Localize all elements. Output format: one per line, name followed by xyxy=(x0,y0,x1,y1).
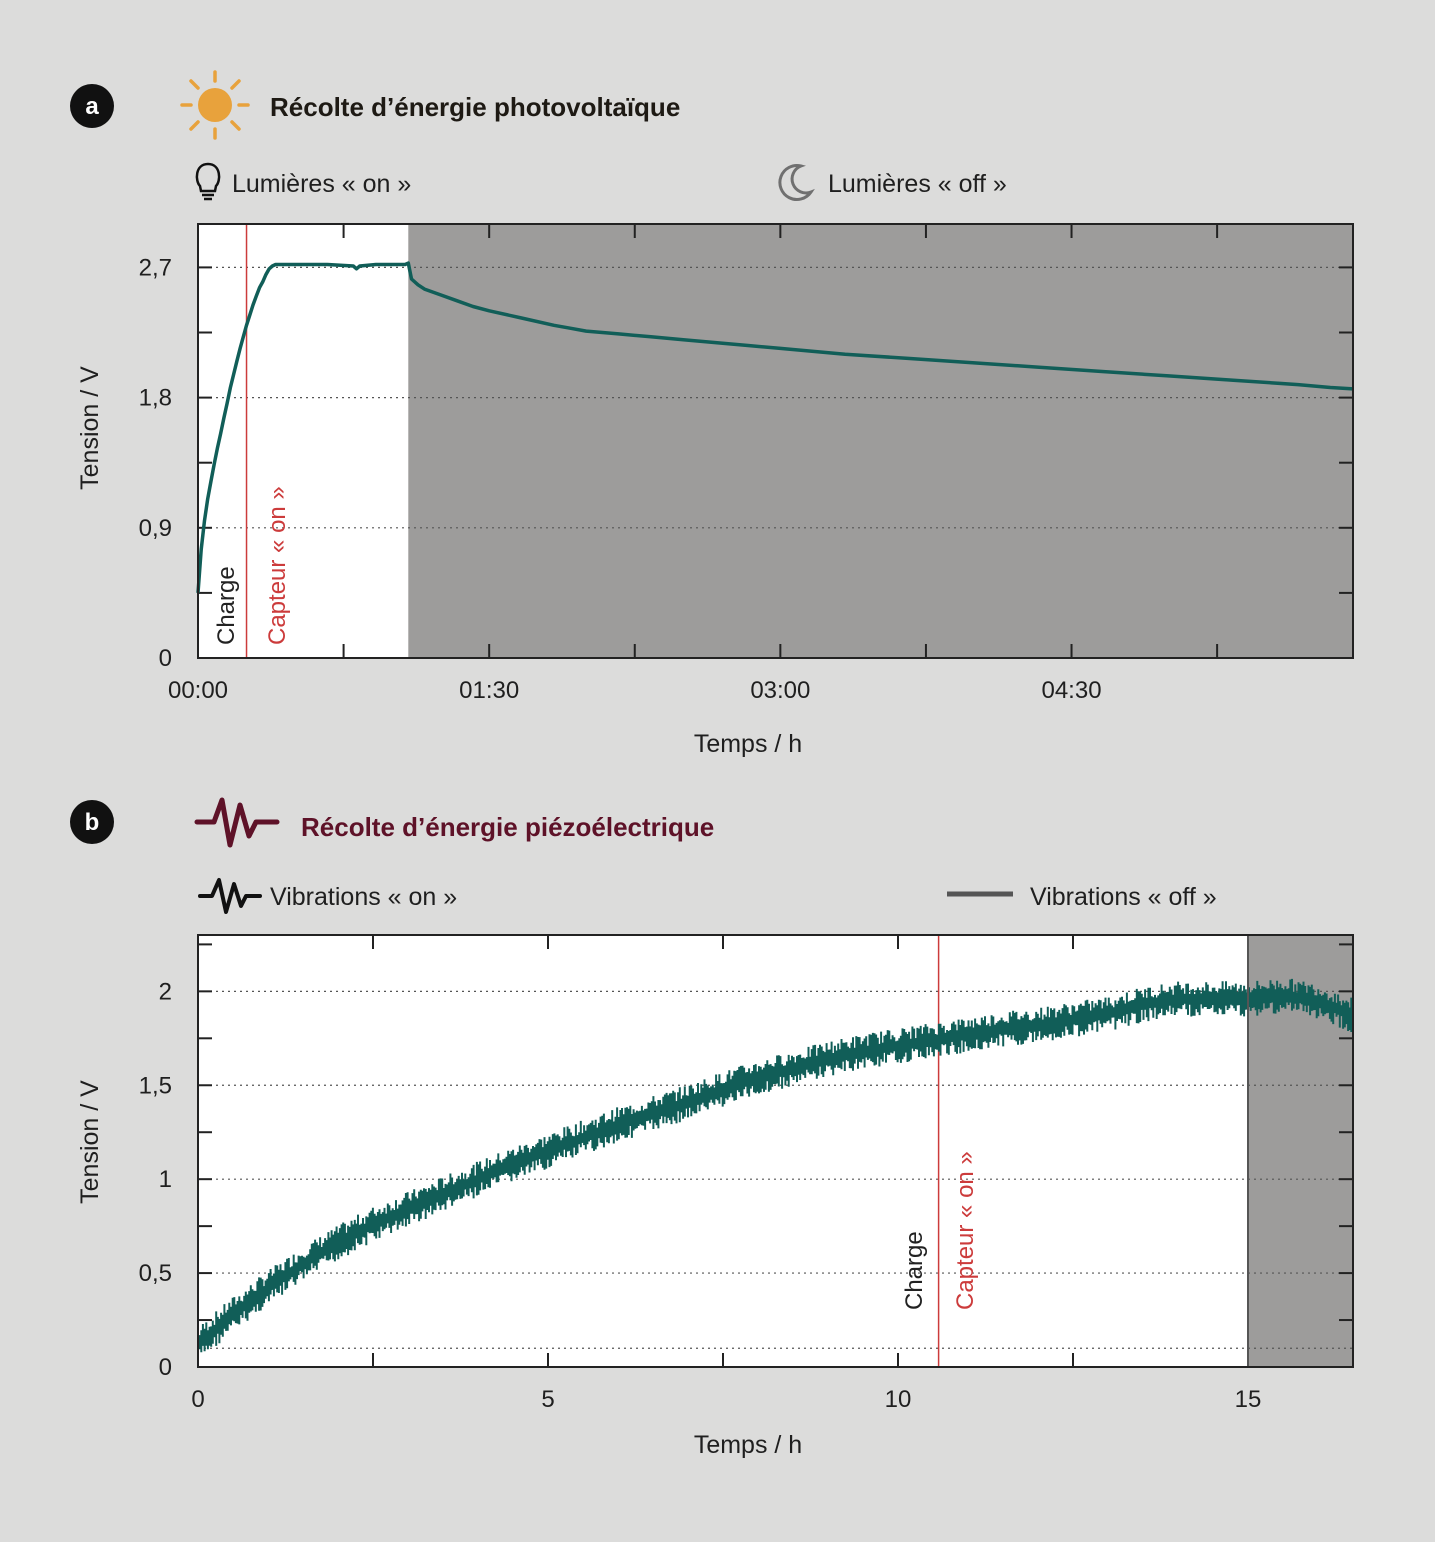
panel-a-badge xyxy=(70,84,114,128)
y-tick-label: 0,9 xyxy=(139,515,172,542)
legend-vibrations-on: Vibrations « on » xyxy=(270,883,457,911)
chart-b-frame xyxy=(197,934,1354,1368)
x-tick-label: 03:00 xyxy=(750,677,810,704)
sun-icon xyxy=(180,70,250,140)
chart-b-sensor-annotation: Capteur « on » xyxy=(952,1151,979,1310)
vibration-wave-icon xyxy=(194,797,280,848)
chart-b-x-tick-labels: 0 5 10 15 xyxy=(191,1386,1261,1413)
panel-b-header: b Récolte d’énergie piézoélectrique xyxy=(70,797,714,848)
y-tick-label: 0,5 xyxy=(139,1260,172,1287)
chart-b-grid xyxy=(198,990,1353,1349)
chart-a-grid xyxy=(198,266,1353,529)
panel-a-title: Récolte d’énergie photovoltaïque xyxy=(270,92,680,122)
chart-a-lights-off-region xyxy=(408,224,1353,658)
x-tick-label: 5 xyxy=(541,1386,554,1413)
chart-b-charge-annotation: Charge xyxy=(901,1231,928,1310)
x-tick-label: 10 xyxy=(885,1386,912,1413)
x-tick-label: 15 xyxy=(1235,1386,1262,1413)
panel-b-legend: Vibrations « on » Vibrations « off » xyxy=(198,878,1217,914)
y-tick-label: 1,8 xyxy=(139,385,172,412)
vibration-wave-icon xyxy=(198,878,262,914)
chart-b-ticks xyxy=(198,935,1353,1367)
legend-lights-off: Lumières « off » xyxy=(828,170,1007,198)
chart-a-sensor-annotation: Capteur « on » xyxy=(264,486,291,645)
chart-b: 0 0,5 1 1,5 2 0 5 10 15 Temps / h Tension / V C… xyxy=(76,934,1354,1459)
panel-b-badge xyxy=(70,800,114,844)
y-tick-label: 0 xyxy=(159,645,172,672)
y-tick-label: 2,7 xyxy=(139,254,172,281)
moon-icon xyxy=(778,164,815,201)
x-tick-label: 0 xyxy=(191,1386,204,1413)
chart-a-x-axis-label: Temps / h xyxy=(694,730,802,758)
chart-b-x-axis-label: Temps / h xyxy=(694,1431,802,1459)
chart-b-y-axis-label: Tension / V xyxy=(76,1080,104,1204)
panel-a-header: a Récolte d’énergie photovoltaïque xyxy=(70,70,680,140)
chart-a-frame xyxy=(197,223,1354,659)
chart-b-y-tick-labels: 0 0,5 1 1,5 2 xyxy=(139,978,172,1381)
y-tick-label: 1 xyxy=(159,1166,172,1193)
panel-b-letter: b xyxy=(85,809,100,836)
y-tick-label: 1,5 xyxy=(139,1072,172,1099)
x-tick-label: 04:30 xyxy=(1041,677,1101,704)
lightbulb-icon xyxy=(195,162,221,201)
x-tick-label: 00:00 xyxy=(168,677,228,704)
panel-b-title: Récolte d’énergie piézoélectrique xyxy=(301,812,714,842)
y-tick-label: 0 xyxy=(159,1354,172,1381)
chart-a-x-tick-labels: 00:00 01:30 03:00 04:30 xyxy=(168,677,1102,704)
x-tick-label: 01:30 xyxy=(459,677,519,704)
chart-a-ticks xyxy=(198,224,1353,658)
legend-lights-on: Lumières « on » xyxy=(232,170,411,198)
legend-vibrations-off: Vibrations « off » xyxy=(1030,883,1217,911)
chart-a: 0 0,9 1,8 2,7 00:00 01:30 03:00 04:30 Temps / … xyxy=(76,223,1354,758)
panel-a-legend: Lumières « on » Lumières « off » xyxy=(195,162,1007,201)
y-tick-label: 2 xyxy=(159,978,172,1005)
chart-a-series-line xyxy=(196,261,1354,594)
panel-a-letter: a xyxy=(85,93,99,120)
chart-a-y-tick-labels: 0 0,9 1,8 2,7 xyxy=(139,254,172,672)
chart-a-y-axis-label: Tension / V xyxy=(76,366,104,490)
chart-a-charge-annotation: Charge xyxy=(213,566,240,645)
